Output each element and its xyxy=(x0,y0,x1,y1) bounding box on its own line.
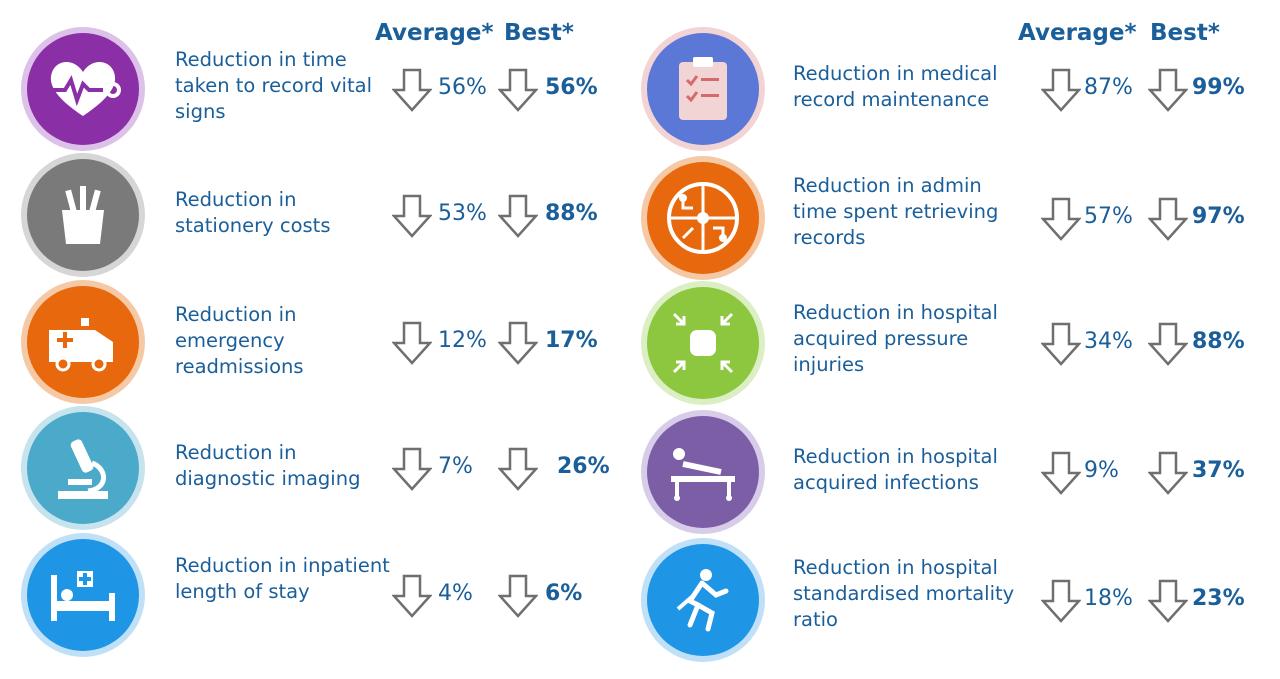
average-value: 18% xyxy=(1084,586,1133,611)
patient-stretcher-icon xyxy=(647,416,759,528)
best-value: 26% xyxy=(557,454,610,479)
down-arrow-icon xyxy=(498,321,538,365)
circuit-network-icon xyxy=(647,162,759,274)
left-best-header: Best* xyxy=(504,20,574,46)
metric-label: Reduction in medical record maintenance xyxy=(793,62,998,111)
metric-label: Reduction in stationery costs xyxy=(175,188,331,237)
best-value: 97% xyxy=(1192,204,1245,229)
down-arrow-icon xyxy=(392,194,432,238)
down-arrow-icon xyxy=(392,68,432,112)
average-value: 56% xyxy=(438,75,487,100)
average-value: 12% xyxy=(438,328,487,353)
best-value: 17% xyxy=(545,328,598,353)
down-arrow-icon xyxy=(1041,451,1081,495)
down-arrow-icon xyxy=(1148,579,1188,623)
pressure-compress-icon xyxy=(647,287,759,399)
average-value: 4% xyxy=(438,581,473,606)
hospital-bed-icon xyxy=(27,539,139,651)
average-value: 34% xyxy=(1084,329,1133,354)
ambulance-icon xyxy=(27,286,139,398)
clipboard-checklist-icon xyxy=(647,33,759,145)
metric-label: Reduction in time taken to record vital … xyxy=(175,48,372,123)
down-arrow-icon xyxy=(1148,451,1188,495)
right-best-header: Best* xyxy=(1150,20,1220,46)
left-average-header: Average* xyxy=(375,20,494,46)
best-value: 88% xyxy=(1192,329,1245,354)
average-value: 9% xyxy=(1084,458,1119,483)
down-arrow-icon xyxy=(498,68,538,112)
metric-label: Reduction in hospital standardised morta… xyxy=(793,556,1015,631)
down-arrow-icon xyxy=(1148,322,1188,366)
average-value: 53% xyxy=(438,201,487,226)
down-arrow-icon xyxy=(1041,197,1081,241)
down-arrow-icon xyxy=(392,447,432,491)
best-value: 37% xyxy=(1192,458,1245,483)
emergency-rescue-icon xyxy=(647,544,759,656)
best-value: 56% xyxy=(545,75,598,100)
best-value: 99% xyxy=(1192,75,1245,100)
down-arrow-icon xyxy=(1148,197,1188,241)
heart-monitor-icon xyxy=(27,33,139,145)
right-average-header: Average* xyxy=(1018,20,1137,46)
metric-label: Reduction in diagnostic imaging xyxy=(175,441,361,490)
down-arrow-icon xyxy=(498,194,538,238)
down-arrow-icon xyxy=(498,447,538,491)
average-value: 87% xyxy=(1084,75,1133,100)
best-value: 88% xyxy=(545,201,598,226)
metric-label: Reduction in hospital acquired pressure … xyxy=(793,301,998,376)
down-arrow-icon xyxy=(392,574,432,618)
down-arrow-icon xyxy=(1041,68,1081,112)
average-value: 57% xyxy=(1084,204,1133,229)
best-value: 23% xyxy=(1192,586,1245,611)
down-arrow-icon xyxy=(1148,68,1188,112)
metric-label: Reduction in admin time spent retrieving… xyxy=(793,174,999,249)
best-value: 6% xyxy=(545,581,583,606)
pencil-cup-icon xyxy=(27,159,139,271)
metric-label: Reduction in emergency readmissions xyxy=(175,303,304,378)
average-value: 7% xyxy=(438,454,473,479)
down-arrow-icon xyxy=(392,321,432,365)
microscope-icon xyxy=(27,412,139,524)
metric-label: Reduction in inpatient length of stay xyxy=(175,554,390,603)
down-arrow-icon xyxy=(1041,579,1081,623)
down-arrow-icon xyxy=(1041,322,1081,366)
metric-label: Reduction in hospital acquired infection… xyxy=(793,445,998,494)
down-arrow-icon xyxy=(498,574,538,618)
